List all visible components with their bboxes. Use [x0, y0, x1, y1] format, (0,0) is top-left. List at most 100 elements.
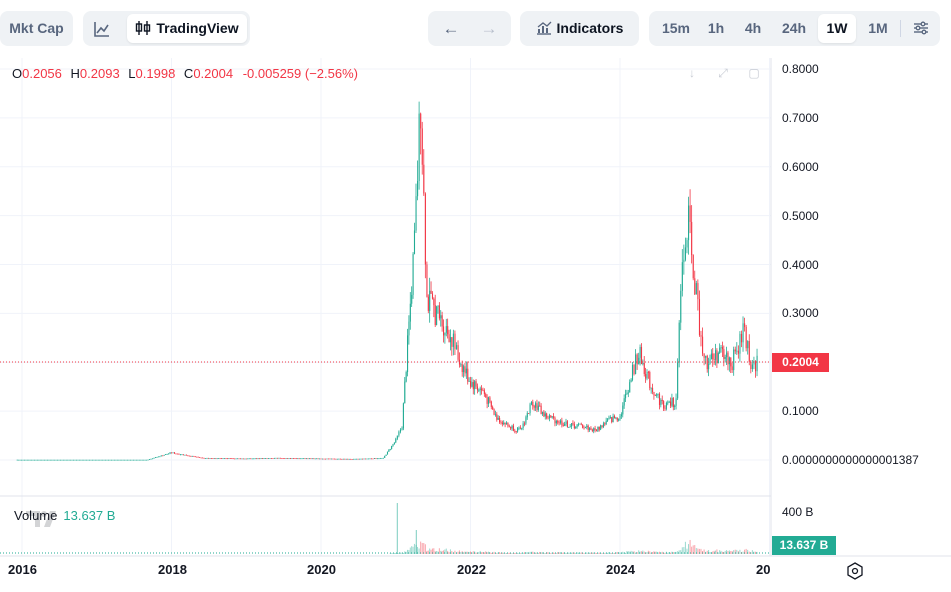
candle-body	[153, 457, 155, 459]
line-chart-button[interactable]	[83, 11, 121, 46]
back-button[interactable]: ←	[432, 11, 470, 46]
volume-bar	[678, 550, 680, 554]
candle-body	[554, 417, 556, 424]
volume-bar	[691, 546, 693, 554]
candle-body	[713, 359, 715, 360]
candle-body	[708, 363, 710, 370]
volume-bar	[719, 550, 721, 554]
candle-body	[235, 458, 237, 460]
candle-body	[526, 413, 528, 418]
candle-body	[444, 332, 446, 336]
axis-settings-button[interactable]	[846, 562, 864, 580]
scroll-down-button[interactable]: ↓	[683, 64, 701, 82]
candle-body	[242, 458, 244, 460]
candle-body	[369, 458, 371, 460]
volume-bar	[464, 551, 466, 554]
volume-bar	[508, 552, 510, 554]
volume-bar	[633, 551, 635, 554]
candle-body	[537, 405, 539, 410]
candle-body	[31, 459, 33, 461]
volume-bar	[688, 544, 690, 554]
candle-body	[503, 422, 505, 425]
candle-body	[630, 379, 632, 383]
candle-body	[705, 355, 707, 358]
candle-body	[49, 459, 51, 461]
fullscreen-button[interactable]: ▢	[745, 64, 763, 82]
candle-body	[611, 417, 613, 422]
timeframe-24h[interactable]: 24h	[781, 20, 807, 36]
candle-body	[265, 458, 267, 459]
candle-body	[61, 459, 63, 461]
candle-body	[700, 335, 702, 337]
volume-bar	[540, 552, 542, 554]
candle-body	[547, 417, 549, 419]
volume-bar	[458, 550, 460, 554]
candle-body	[740, 333, 743, 343]
candle-body	[675, 398, 677, 406]
timeframe-15m[interactable]: 15m	[661, 20, 691, 36]
candle-body	[59, 459, 62, 461]
candle-body	[671, 398, 673, 406]
candle-body	[80, 459, 82, 461]
forward-button[interactable]: →	[470, 11, 508, 46]
collapse-button[interactable]: ⤢	[714, 64, 732, 82]
candle-body	[244, 458, 246, 460]
timeframe-1h[interactable]: 1h	[707, 20, 725, 36]
candle-body	[437, 305, 439, 307]
candle-body	[559, 420, 562, 423]
tradingview-button[interactable]: TradingView	[127, 14, 247, 43]
indicators-group: Indicators	[520, 11, 639, 46]
candle-body	[326, 458, 328, 460]
tradingview-watermark	[26, 511, 56, 527]
chart-settings-button[interactable]	[905, 11, 937, 46]
candle-body	[465, 368, 467, 374]
candle-body	[150, 458, 152, 460]
candle-body	[147, 459, 149, 461]
timeframe-1w[interactable]: 1W	[818, 14, 856, 43]
volume-bar	[554, 552, 556, 554]
candle-body	[354, 458, 356, 460]
candle-body	[19, 459, 21, 461]
candle-body	[607, 419, 609, 421]
volume-bar	[612, 553, 614, 554]
volume-bar	[586, 552, 588, 554]
candle-body	[625, 394, 627, 399]
candle-body	[26, 459, 28, 461]
last-price-tag: 0.2004	[772, 353, 829, 372]
candle-body	[160, 455, 162, 457]
candle-body	[38, 459, 40, 461]
volume-bar	[670, 552, 672, 554]
volume-bar	[677, 551, 679, 554]
candle-body	[423, 164, 425, 194]
candle-body	[720, 347, 722, 348]
candle-body	[555, 421, 557, 424]
volume-bar	[598, 552, 600, 554]
candle-body	[519, 427, 521, 429]
volume-bars	[389, 503, 758, 554]
candle-body	[127, 459, 129, 461]
candle-body	[58, 459, 60, 461]
indicators-button[interactable]: Indicators	[520, 11, 639, 46]
volume-bar	[512, 553, 514, 554]
volume-bar	[575, 553, 577, 554]
volume-bar	[684, 541, 686, 554]
candle-body	[103, 459, 105, 461]
y-tick: 0.3000	[782, 306, 819, 320]
candle-body	[553, 416, 555, 418]
candle-body	[429, 290, 431, 311]
candle-body	[188, 455, 190, 457]
candle-body	[45, 459, 47, 461]
candle-body	[395, 438, 397, 443]
mkt-cap-button[interactable]: Mkt Cap	[9, 20, 64, 36]
volume-bar	[658, 551, 660, 554]
candle-body	[21, 459, 23, 461]
low-value: 0.1998	[135, 66, 176, 81]
volume-bar	[404, 551, 406, 554]
timeframe-4h[interactable]: 4h	[744, 20, 762, 36]
timeframe-1m[interactable]: 1M	[868, 20, 888, 36]
candle-body	[540, 405, 542, 415]
candle-body	[173, 452, 176, 454]
candle-body	[363, 458, 365, 460]
candle-body	[566, 421, 568, 428]
